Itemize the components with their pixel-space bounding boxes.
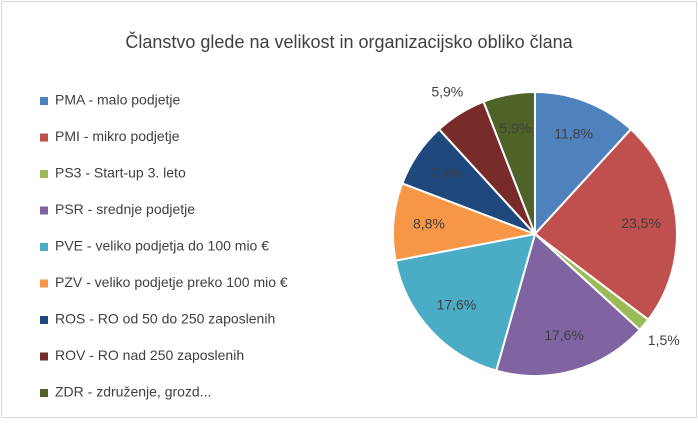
pie-slice	[533, 127, 678, 322]
data-label: 1,5%	[648, 332, 680, 348]
legend-label: ROV - RO nad 250 zaposlenih	[55, 347, 244, 363]
legend-swatch	[40, 316, 48, 324]
legend-swatch	[40, 243, 48, 251]
chart-title: Članstvo glede na velikost in organizaci…	[125, 31, 573, 52]
pie-slice	[482, 90, 536, 235]
pie-slice	[394, 232, 537, 372]
data-label: 5,9%	[431, 84, 463, 100]
data-label: 8,8%	[413, 215, 445, 231]
legend-label: PS3 - Start-up 3. leto	[55, 165, 186, 181]
data-label: 5,9%	[499, 120, 531, 136]
legend-label: ROS - RO od 50 do 250 zaposlenih	[55, 311, 275, 327]
data-label: 11,8%	[554, 125, 593, 141]
legend-swatch	[40, 352, 48, 361]
data-label: 17,6%	[544, 327, 584, 343]
legend-label: PMA - malo podjetje	[55, 92, 180, 108]
legend-swatch	[40, 97, 48, 105]
legend-label: PMI - mikro podjetje	[55, 128, 180, 144]
legend-label: PSR - srednje podjetje	[55, 201, 195, 217]
legend-swatch	[40, 133, 48, 142]
legend-swatch	[40, 389, 48, 397]
legend-swatch	[40, 279, 48, 288]
legend-label: PZV - veliko podjetje preko 100 mio €	[55, 274, 288, 290]
pie-slice	[495, 232, 642, 377]
data-label: 17,6%	[437, 297, 477, 313]
data-label: 23,5%	[621, 215, 661, 231]
legend-label: ZDR - združenje, grozd...	[55, 384, 211, 400]
data-label: 7,4%	[431, 165, 463, 181]
legend-swatch	[40, 170, 48, 178]
pie-slice	[534, 90, 633, 237]
legend-swatch	[40, 206, 48, 215]
legend-label: PVE - veliko podjetja do 100 mio €	[55, 238, 269, 254]
